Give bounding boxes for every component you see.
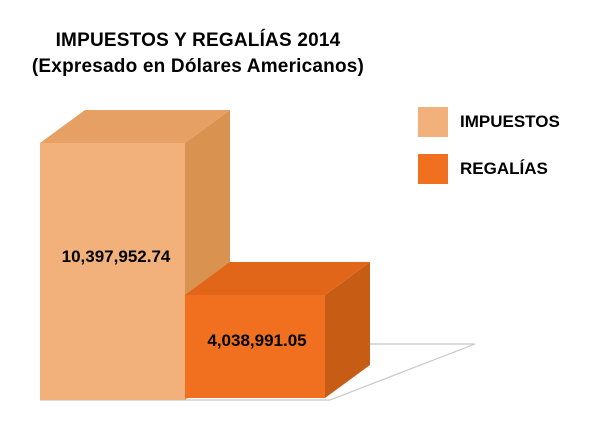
page-subtitle: (Expresado en Dólares Americanos) bbox=[31, 55, 365, 77]
bar-impuestos-top bbox=[40, 110, 230, 143]
legend-label-impuestos: IMPUESTOS bbox=[460, 112, 560, 131]
legend-item-impuestos: IMPUESTOS bbox=[418, 107, 560, 137]
bar-regalias-side bbox=[325, 262, 370, 398]
legend-item-regalias: REGALÍAS bbox=[418, 154, 560, 184]
bar-regalias-front bbox=[185, 295, 325, 398]
bar-regalias-top bbox=[185, 262, 370, 295]
legend: IMPUESTOS REGALÍAS bbox=[418, 107, 560, 201]
chart-title-block: IMPUESTOS Y REGALÍAS 2014 (Expresado en … bbox=[0, 28, 396, 79]
bar-impuestos-front bbox=[40, 143, 185, 400]
value-label-impuestos: 10,397,952.74 bbox=[61, 247, 171, 266]
legend-swatch-impuestos bbox=[418, 107, 448, 137]
legend-swatch-regalias bbox=[418, 154, 448, 184]
legend-label-regalias: REGALÍAS bbox=[460, 159, 548, 178]
value-label-regalias: 4,038,991.05 bbox=[207, 331, 307, 350]
page-title: IMPUESTOS Y REGALÍAS 2014 bbox=[55, 30, 341, 51]
